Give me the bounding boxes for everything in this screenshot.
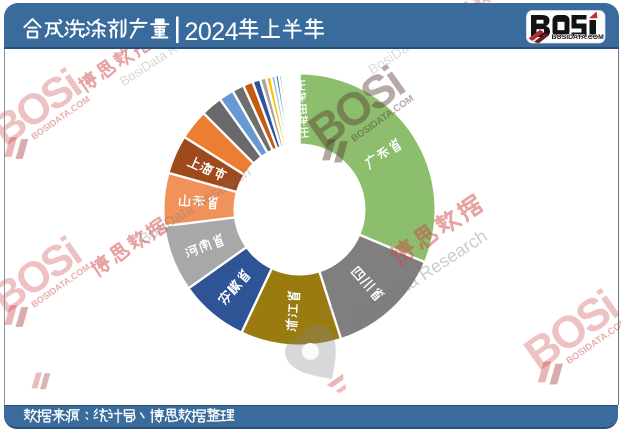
svg-text:2024: 2024 (185, 18, 239, 46)
svg-text:BOSIDATA.COM: BOSIDATA.COM (552, 34, 605, 41)
